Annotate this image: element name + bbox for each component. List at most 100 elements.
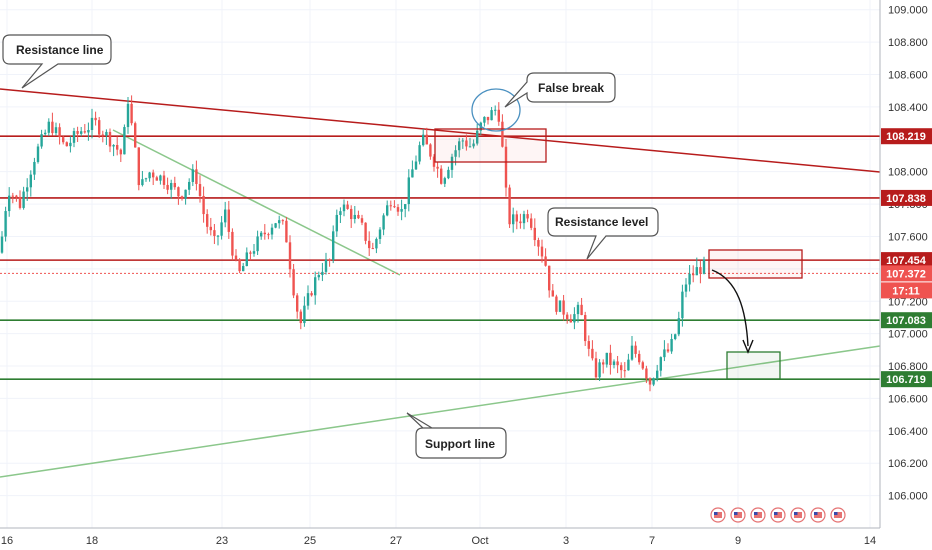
candle	[544, 248, 547, 267]
candle-body	[119, 149, 122, 155]
candle	[371, 242, 374, 250]
candle	[170, 179, 173, 199]
candle-body	[29, 174, 32, 188]
candle	[126, 96, 130, 134]
price-label-text: 107.838	[886, 193, 926, 205]
y-tick-label: 108.400	[888, 102, 928, 114]
candle-body	[191, 169, 194, 182]
candle	[407, 169, 410, 212]
candle	[623, 362, 626, 378]
price-label-text: 106.719	[886, 374, 926, 386]
candle	[346, 200, 349, 210]
candle-body	[285, 220, 288, 243]
candle	[22, 186, 25, 210]
candle-body	[76, 131, 79, 134]
price-label: 107.083	[881, 312, 932, 329]
candle-body	[501, 121, 504, 147]
candle	[641, 360, 644, 370]
event-flag-icon	[750, 507, 766, 523]
false-break-rectangle[interactable]	[434, 128, 547, 163]
candle-body	[141, 179, 144, 186]
candle	[677, 311, 680, 337]
candle	[364, 222, 367, 245]
time-axis[interactable]: 16 18 23 25 27 Oct 3 7 9 14	[0, 527, 932, 550]
candle-body	[278, 220, 281, 224]
candle-body	[51, 121, 54, 134]
candle-body	[44, 132, 47, 135]
candle-body	[461, 140, 464, 142]
candle	[630, 336, 634, 361]
candle-body	[594, 358, 598, 378]
candle-body	[476, 130, 479, 144]
candle	[155, 175, 158, 181]
candle	[144, 177, 148, 182]
candle	[54, 122, 58, 136]
event-flag-canton	[774, 512, 778, 515]
candle	[285, 216, 288, 243]
candle	[530, 213, 533, 231]
candle-body	[605, 352, 608, 365]
price-label-text: 108.219	[886, 131, 926, 143]
candle	[382, 213, 385, 236]
support-trend-line[interactable]	[0, 345, 881, 478]
candle-body	[591, 348, 594, 359]
minor-downtrend-line[interactable]	[112, 129, 401, 276]
resistance-trend-line[interactable]	[0, 88, 881, 173]
candle-body	[256, 236, 259, 252]
candle-body	[638, 353, 641, 363]
candle-body	[144, 178, 148, 180]
candle	[90, 108, 94, 139]
candle	[569, 314, 572, 323]
candle	[306, 285, 310, 310]
candle-body	[177, 187, 180, 197]
callout-false-break[interactable]: False break	[504, 72, 616, 108]
candle	[422, 128, 425, 147]
projection-arrow[interactable]	[711, 269, 749, 347]
candle	[389, 200, 392, 211]
candle	[605, 352, 608, 368]
callout-resistance-line[interactable]: Resistance line	[2, 34, 112, 89]
candle-body	[83, 131, 86, 133]
candle	[324, 252, 328, 275]
callout-resistance-level[interactable]: Resistance level	[547, 207, 659, 260]
candle	[645, 365, 648, 384]
price-axis[interactable]: 106.000 106.200 106.400 106.600 106.800 107.0…	[879, 0, 932, 550]
candle	[656, 364, 659, 382]
callout-support-line[interactable]: Support line	[406, 412, 507, 459]
candle	[494, 105, 497, 116]
candle-body	[126, 103, 130, 128]
candle-body	[483, 116, 486, 123]
candle-body	[677, 318, 680, 335]
event-flag-canton	[814, 512, 818, 515]
candle-body	[227, 209, 230, 232]
candle-body	[393, 206, 396, 208]
candle	[270, 223, 274, 240]
candle-body	[202, 195, 205, 215]
candle-body	[195, 169, 198, 185]
y-tick-label: 107.200	[888, 296, 928, 308]
candle-body	[47, 121, 50, 133]
target-red-rectangle[interactable]	[708, 249, 803, 279]
price-label-box	[881, 265, 932, 282]
candle	[396, 204, 400, 216]
candle-body	[224, 209, 227, 223]
target-green-rectangle[interactable]	[726, 351, 781, 380]
candle	[584, 311, 587, 346]
candle	[134, 121, 137, 148]
candle-body	[270, 227, 274, 235]
candle	[375, 237, 378, 254]
event-flag-icon	[730, 507, 746, 523]
candle	[310, 291, 313, 297]
price-label-text: 107.372	[886, 268, 926, 280]
candle-body	[263, 232, 266, 235]
candle-body	[530, 218, 533, 228]
candle-body	[497, 109, 500, 122]
candle-body	[299, 311, 302, 324]
candle	[274, 222, 277, 229]
candle-body	[206, 214, 209, 227]
economic-event-flags[interactable]	[710, 507, 846, 523]
candle	[231, 228, 234, 261]
false-break-circle[interactable]	[471, 88, 521, 132]
price-label-box	[881, 371, 932, 388]
